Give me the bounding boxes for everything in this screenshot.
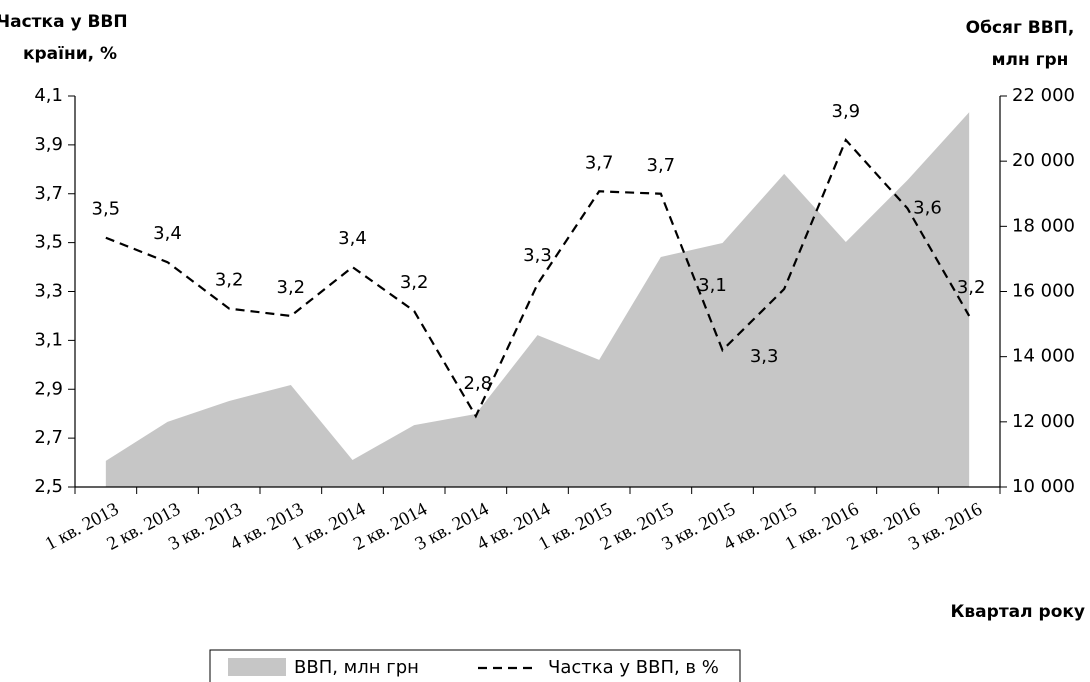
y2-tick-label: 14 000 <box>1012 346 1075 367</box>
legend-swatch <box>228 658 286 676</box>
y2-tick-label: 10 000 <box>1012 476 1075 497</box>
line <box>105 137 971 419</box>
y-tick-label: 2,5 <box>34 476 63 497</box>
data-label: 3,1 <box>698 275 727 296</box>
data-label: 3,9 <box>832 101 861 122</box>
y-axis-title: Частка у ВВП <box>0 12 128 32</box>
y2-tick-label: 20 000 <box>1012 150 1075 171</box>
data-label: 3,2 <box>957 277 986 298</box>
y2-axis-title: Обсяг ВВП, <box>966 18 1075 38</box>
y-tick-label: 3,9 <box>34 134 63 155</box>
data-label: 3,2 <box>277 277 306 298</box>
y-tick-label: 3,3 <box>34 281 63 302</box>
y-tick-label: 2,9 <box>34 378 63 399</box>
y-tick-label: 3,1 <box>34 329 63 350</box>
data-label: 3,4 <box>153 223 182 244</box>
data-label: 3,6 <box>913 197 942 218</box>
y2-tick-label: 18 000 <box>1012 215 1075 236</box>
x-axis-title: Квартал року <box>951 602 1085 622</box>
data-label: 2,8 <box>464 373 493 394</box>
y-tick-label: 2,7 <box>34 427 63 448</box>
area <box>105 112 970 488</box>
y-axis-title: країни, % <box>23 44 117 64</box>
y2-tick-label: 16 000 <box>1012 281 1075 302</box>
legend-box <box>209 649 741 682</box>
y-tick-label: 4,1 <box>34 85 63 106</box>
y-tick-label: 3,7 <box>34 183 63 204</box>
legend-label: ВВП, млн грн <box>294 657 419 678</box>
legend-label: Частка у ВВП, в % <box>548 657 719 678</box>
data-label: 3,7 <box>647 155 676 176</box>
data-label: 3,7 <box>585 152 614 173</box>
data-label: 3,2 <box>215 270 244 291</box>
data-label: 3,4 <box>338 228 367 249</box>
data-label: 3,3 <box>523 245 552 266</box>
data-label: 3,2 <box>400 272 429 293</box>
data-label: 3,3 <box>750 346 779 367</box>
y-tick-label: 3,5 <box>34 232 63 253</box>
data-label: 3,5 <box>92 199 121 220</box>
y2-tick-label: 22 000 <box>1012 85 1075 106</box>
y2-axis-title: млн грн <box>992 50 1069 70</box>
y2-tick-label: 12 000 <box>1012 411 1075 432</box>
